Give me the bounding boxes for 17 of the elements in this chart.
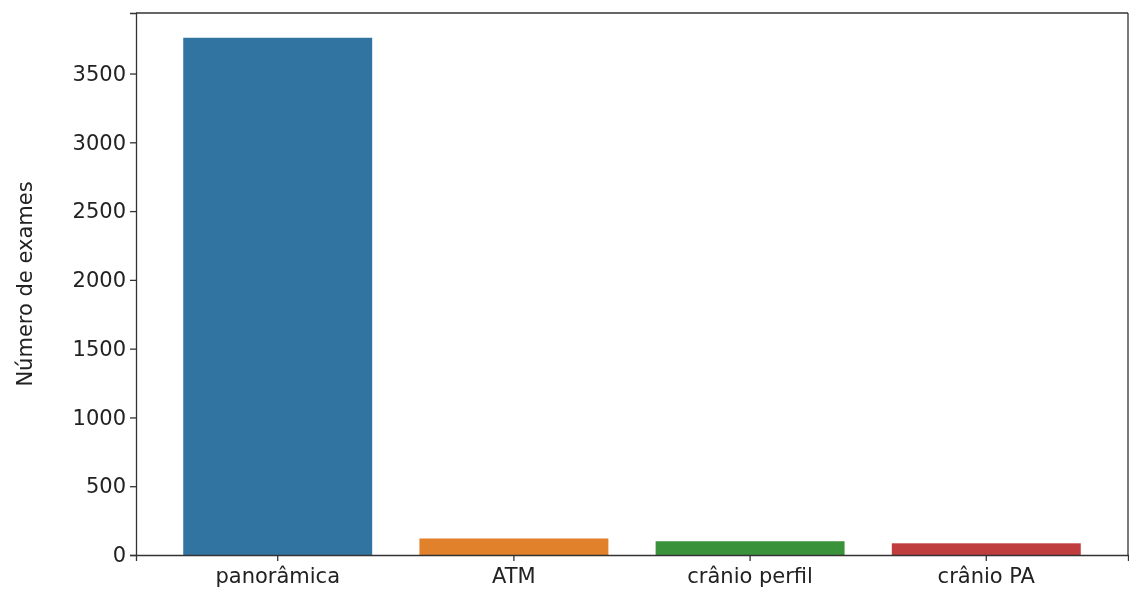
y-tick-label: 2000	[72, 268, 126, 293]
bar	[183, 37, 373, 555]
y-tick-label: 1500	[72, 336, 126, 361]
x-tick-label: crânio perfil	[687, 563, 813, 588]
y-tick-label: 0	[112, 543, 126, 568]
bar	[891, 543, 1081, 555]
y-tick-label: 3500	[72, 61, 126, 86]
bar	[419, 538, 609, 555]
y-axis-title: Número de exames	[13, 181, 37, 387]
x-tick-label: panorâmica	[215, 563, 340, 588]
x-tick-label: crânio PA	[937, 563, 1036, 588]
bar	[655, 541, 845, 555]
y-tick-label: 1000	[72, 405, 126, 430]
x-tick-label: ATM	[492, 563, 536, 588]
y-tick-label: 500	[85, 474, 126, 499]
y-tick-label: 3000	[72, 130, 126, 155]
y-tick-label: 2500	[72, 199, 126, 224]
